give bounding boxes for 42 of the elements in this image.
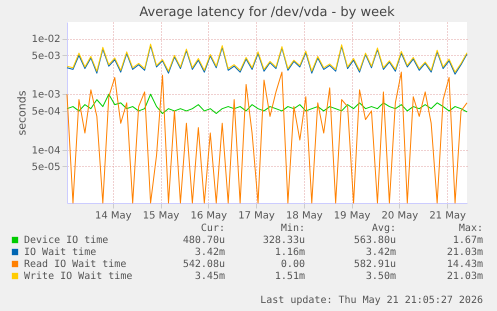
text: 1.67m	[452, 235, 483, 246]
x-tick-label: 14 May	[94, 210, 132, 222]
x-tick-label: 16 May	[190, 210, 228, 222]
x-tick-label: 19 May	[334, 210, 370, 222]
text: 563.80u	[354, 235, 396, 246]
text: 0.00	[280, 259, 305, 270]
text: Cur:	[200, 223, 225, 234]
y-tick-label: 1e-02	[32, 34, 60, 46]
text: 1.16m	[274, 247, 305, 258]
x-tick-label: 17 May	[238, 210, 275, 222]
y-tick-label: 5e-04	[32, 106, 60, 118]
y-axis-title: seconds	[16, 90, 29, 136]
text: 480.70u	[182, 235, 225, 246]
x-tick-label: 20 May	[382, 210, 418, 222]
text: 542.08u	[182, 259, 225, 270]
text: 3.45m	[194, 271, 225, 282]
text: Min:	[280, 223, 305, 234]
y-tick-label: 1e-04	[32, 145, 60, 156]
y-tick-label: 5e-05	[32, 162, 60, 173]
y-tick-label: 5e-03	[32, 50, 60, 62]
x-tick-label: 18 May	[286, 210, 323, 222]
text: Avg:	[372, 223, 396, 234]
text: 3.42m	[366, 247, 396, 258]
text: Max:	[458, 223, 483, 234]
legend-label: Read IO Wait time	[24, 259, 126, 270]
text: 1.51m	[274, 271, 305, 282]
x-tick-label: 15 May	[142, 210, 180, 222]
text: 328.33u	[262, 235, 305, 246]
chart-title: Average latency for /dev/vda - by week	[139, 5, 396, 20]
text: 21.03m	[446, 271, 483, 282]
line-series	[66, 94, 468, 114]
text: 3.50m	[366, 271, 396, 282]
legend-label: Write IO Wait time	[24, 271, 132, 282]
legend-label: Device IO time	[24, 235, 108, 246]
text: 3.42m	[194, 247, 225, 258]
y-tick-label: 1e-03	[32, 90, 60, 101]
text: Last update: Thu May 21 21:05:27 2026	[260, 295, 483, 306]
text: 582.91u	[354, 259, 396, 270]
x-tick-label: 21 May	[429, 210, 466, 222]
legend-label: IO Wait time	[24, 247, 96, 258]
text: 21.03m	[446, 247, 483, 258]
text: 14.43m	[446, 259, 483, 270]
